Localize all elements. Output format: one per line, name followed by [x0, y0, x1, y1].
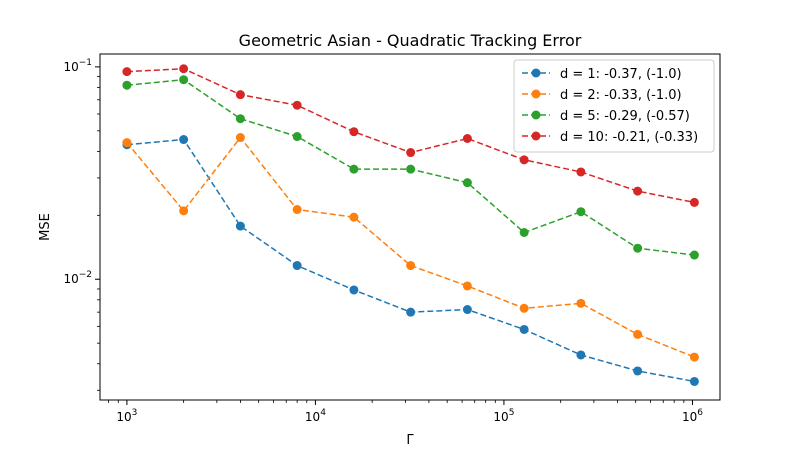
series-4: [122, 64, 699, 207]
data-point: [349, 285, 359, 295]
legend: d = 1: -0.37, (-1.0) d = 2: -0.33, (-1.0)…: [513, 59, 715, 153]
data-point: [519, 303, 529, 313]
data-point: [122, 80, 132, 90]
data-point: [406, 261, 416, 271]
legend-label: d = 2: -0.33, (-1.0): [560, 88, 682, 103]
data-point: [235, 133, 245, 143]
data-point: [406, 164, 416, 174]
data-point: [462, 305, 472, 315]
data-point: [179, 135, 189, 145]
y-axis-label: MSE: [38, 213, 53, 241]
data-point: [576, 167, 586, 177]
series-2: [122, 133, 699, 362]
legend-label: d = 1: -0.37, (-1.0): [560, 67, 682, 82]
y-tick-label: 10−1: [63, 58, 92, 74]
data-point: [179, 206, 189, 216]
series-line: [126, 136, 695, 358]
axis-ticks: 103 104 105 106 10−2 10−1: [63, 58, 703, 424]
data-point: [349, 212, 359, 222]
data-point: [633, 243, 643, 253]
x-tick-label: 106: [682, 408, 703, 424]
data-point: [462, 178, 472, 188]
legend-swatch-marker: [531, 110, 541, 120]
legend-swatch-marker: [531, 68, 541, 78]
data-point: [689, 197, 699, 207]
legend-box: [513, 59, 715, 153]
x-tick-label: 104: [305, 408, 326, 424]
data-point: [179, 75, 189, 85]
data-point: [292, 132, 302, 142]
legend-swatch-marker: [531, 131, 541, 141]
data-point: [462, 281, 472, 291]
data-point: [292, 205, 302, 215]
x-tick-label: 105: [493, 408, 514, 424]
data-point: [519, 228, 529, 238]
series-3: [122, 75, 699, 260]
data-point: [633, 186, 643, 196]
data-point: [519, 324, 529, 334]
data-point: [633, 329, 643, 339]
data-point: [576, 207, 586, 217]
series-line: [126, 138, 695, 383]
data-point: [576, 298, 586, 308]
data-point: [689, 352, 699, 362]
legend-swatch-marker: [531, 89, 541, 99]
data-point: [689, 376, 699, 386]
y-tick-label: 10−2: [63, 270, 92, 286]
x-tick-label: 103: [116, 408, 137, 424]
data-point: [235, 221, 245, 231]
data-point: [122, 67, 132, 77]
plot-area: [99, 53, 721, 401]
data-point: [122, 138, 132, 148]
data-point: [633, 366, 643, 376]
data-point: [349, 164, 359, 174]
data-point: [576, 350, 586, 360]
legend-label: d = 5: -0.29, (-0.57): [560, 109, 690, 124]
data-point: [292, 261, 302, 271]
data-point: [235, 90, 245, 100]
data-point: [689, 250, 699, 260]
data-point: [519, 155, 529, 165]
legend-label: d = 10: -0.21, (-0.33): [560, 130, 698, 145]
series-layer: [122, 64, 699, 386]
data-point: [235, 114, 245, 124]
data-point: [406, 148, 416, 158]
x-axis-label: Γ: [406, 433, 414, 448]
data-point: [292, 100, 302, 110]
chart-title: Geometric Asian - Quadratic Tracking Err…: [239, 31, 582, 50]
data-point: [462, 134, 472, 144]
data-point: [179, 64, 189, 74]
data-point: [406, 307, 416, 317]
data-point: [349, 127, 359, 137]
